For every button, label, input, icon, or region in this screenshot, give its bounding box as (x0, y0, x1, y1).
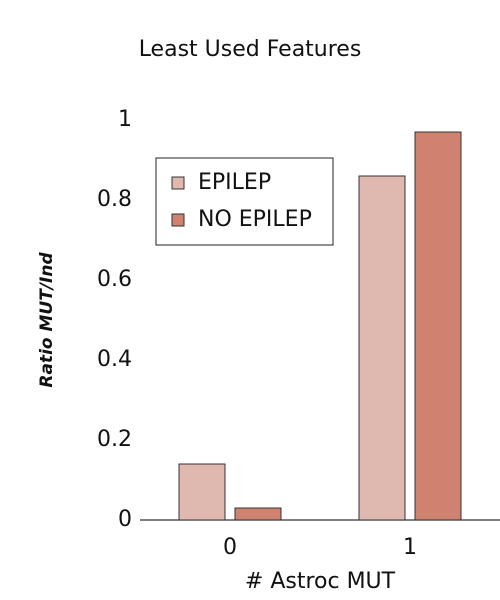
y-tick-label: 0.6 (97, 267, 132, 292)
legend-swatch (171, 176, 185, 190)
legend-label: EPILEP (198, 170, 271, 195)
legend-swatch (171, 213, 185, 227)
y-tick-label: 0.2 (97, 427, 132, 452)
y-tick-label: 1 (118, 107, 132, 132)
bar (358, 175, 406, 521)
bar (178, 463, 226, 521)
y-axis-label: Ratio MUT/Ind (37, 252, 57, 388)
chart-title: Least Used Features (139, 37, 362, 62)
y-tick-label: 0.8 (97, 187, 132, 212)
legend-box (155, 157, 334, 246)
bar (414, 131, 462, 521)
y-tick-label: 0 (118, 507, 132, 532)
x-axis-label: # Astroc MUT (245, 569, 396, 594)
bar (234, 507, 282, 521)
x-tick-label: 1 (403, 535, 417, 560)
y-tick-label: 0.4 (97, 347, 132, 372)
x-tick-label: 0 (223, 535, 237, 560)
legend-label: NO EPILEP (198, 207, 312, 232)
